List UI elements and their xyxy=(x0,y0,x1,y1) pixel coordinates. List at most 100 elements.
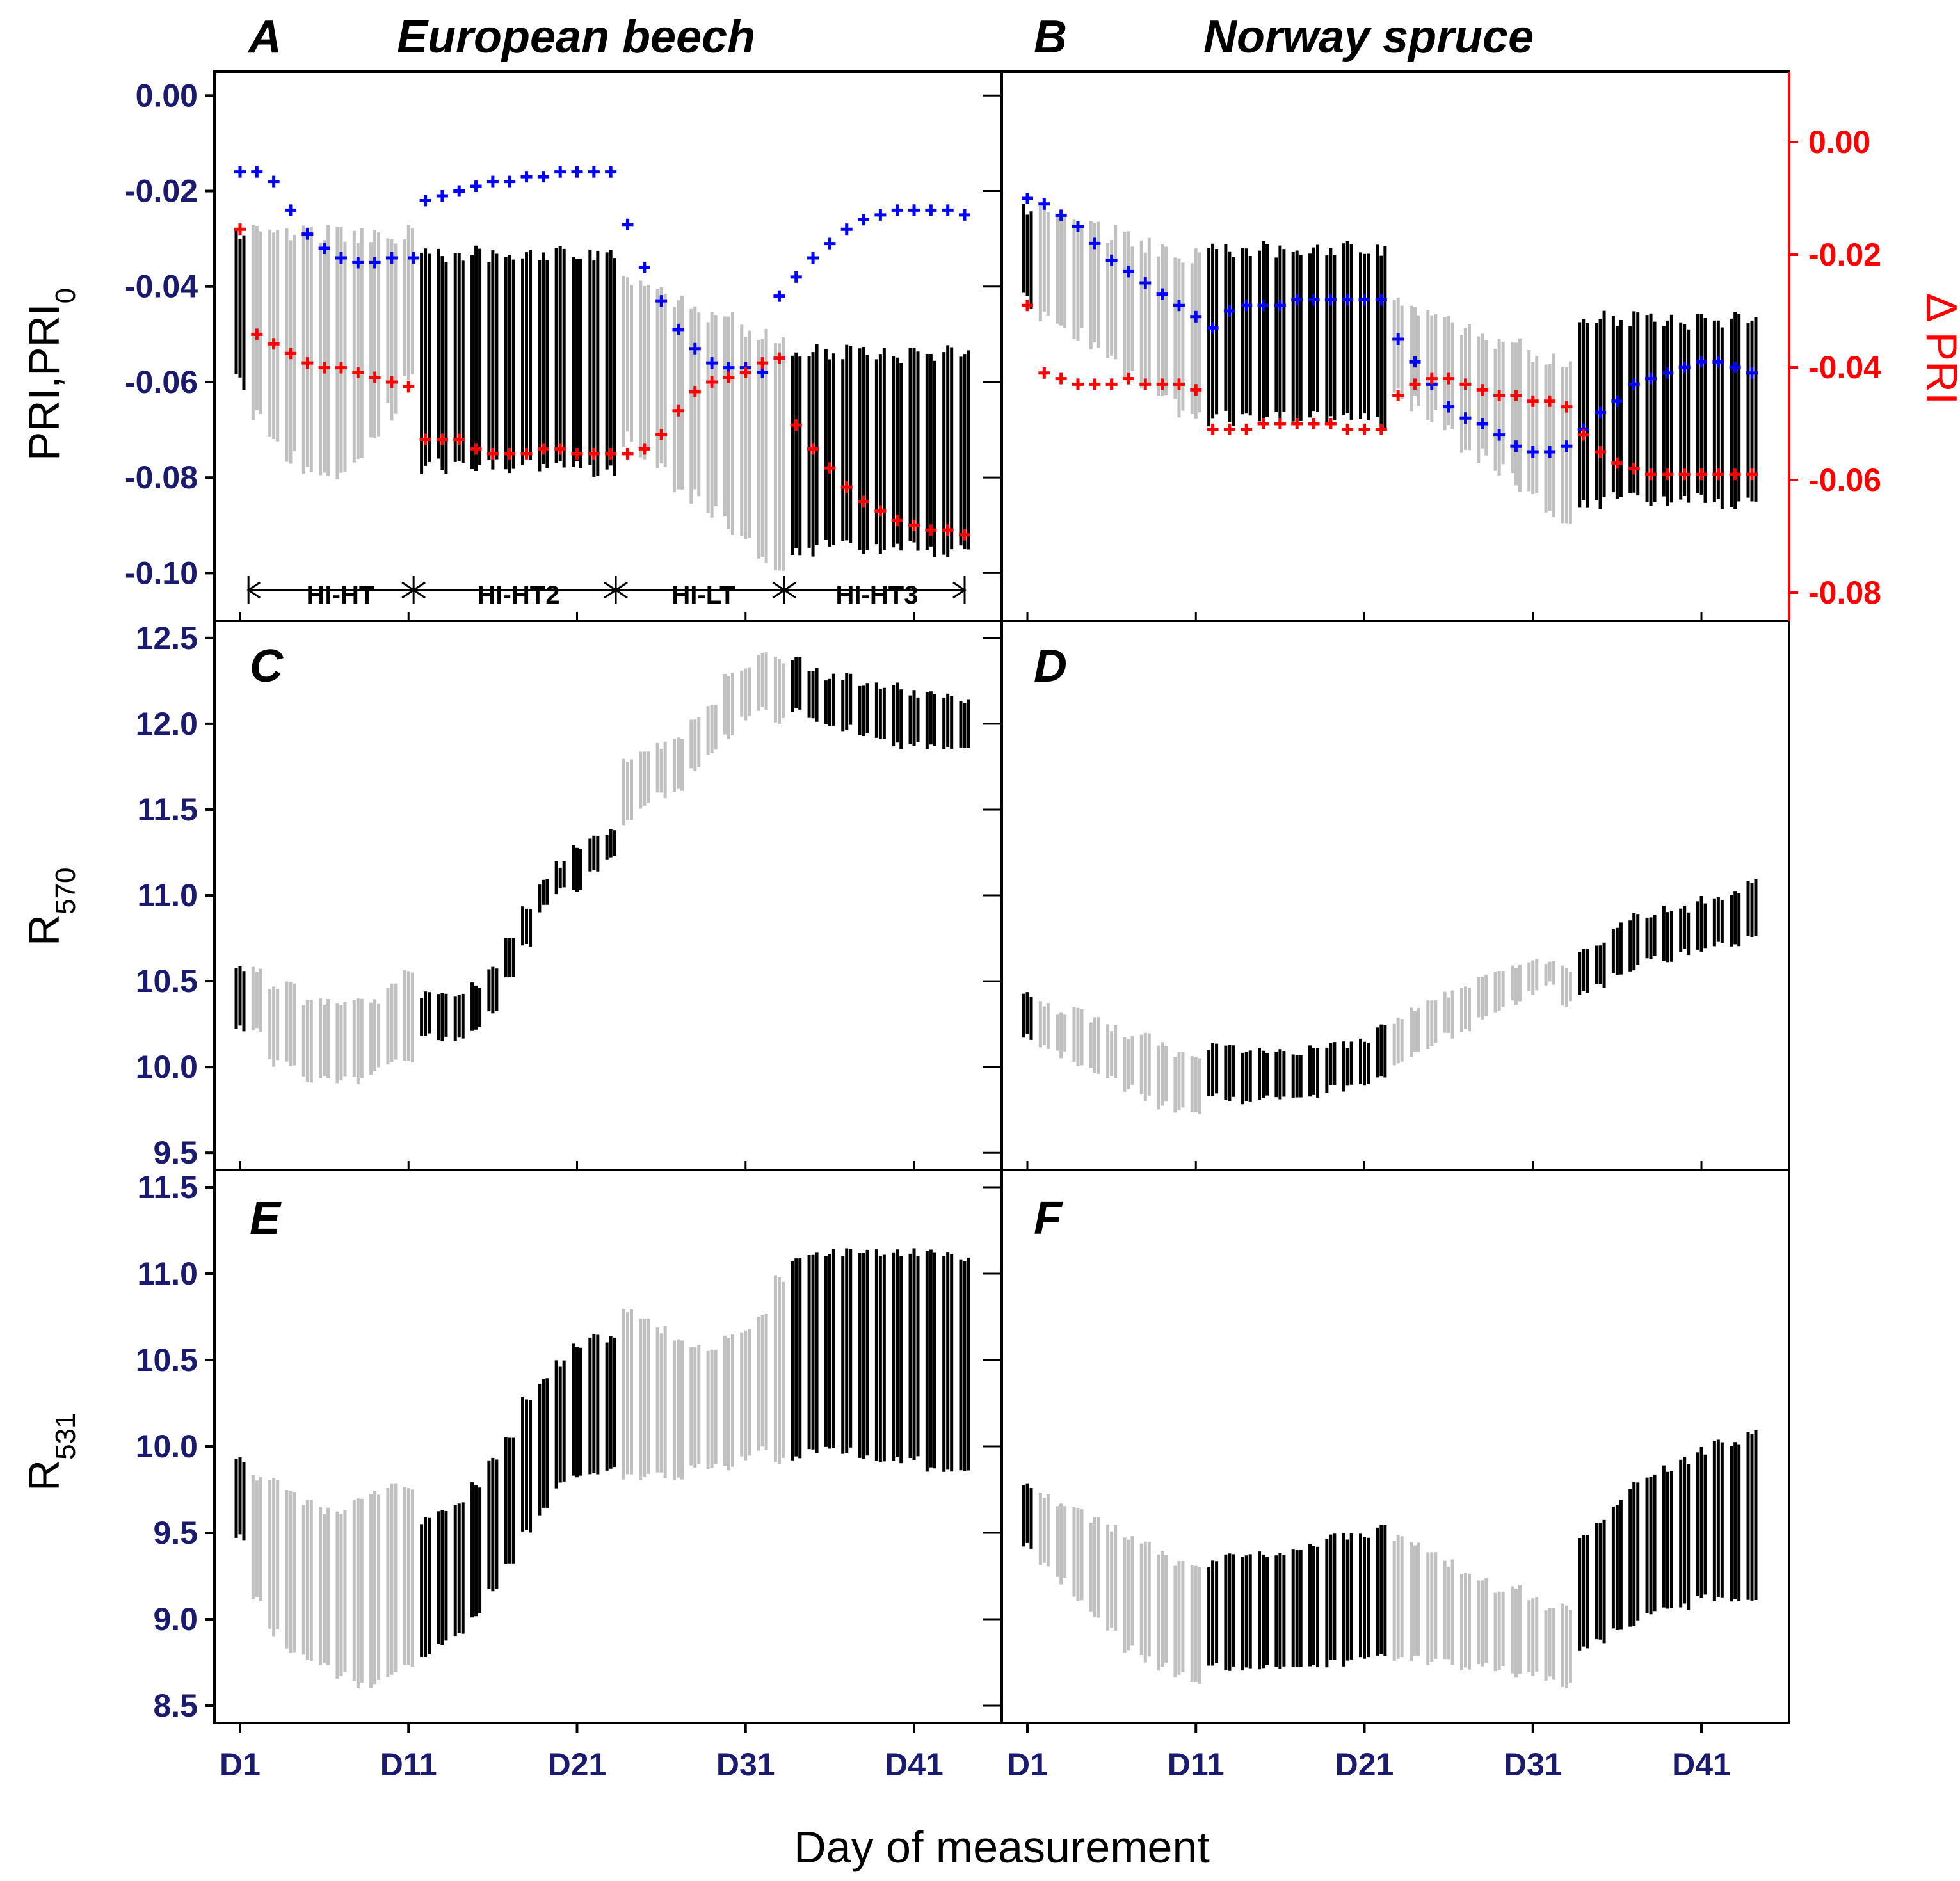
pri0-point-b xyxy=(1510,440,1522,452)
delta-pri-point-b xyxy=(1527,395,1539,407)
pri0-point-b xyxy=(1223,305,1235,317)
delta-pri-point-a xyxy=(504,447,516,460)
delta-pri-point-a xyxy=(807,443,819,455)
pri0-point-a xyxy=(284,204,296,216)
delta-pri-point-b xyxy=(1207,423,1219,435)
pri0-point-b xyxy=(1207,322,1219,334)
delta-pri-point-a xyxy=(655,429,668,441)
delta-pri-point-a xyxy=(385,376,398,388)
x-tick-label: D21 xyxy=(1335,1747,1394,1782)
delta-pri-point-a xyxy=(605,447,617,460)
x-tick-label: D1 xyxy=(220,1747,261,1782)
delta-pri-point-b xyxy=(1561,401,1573,413)
pri0-point-b xyxy=(1055,209,1067,221)
delta-pri-point-b xyxy=(1089,378,1101,390)
delta-pri-point-b xyxy=(1072,378,1084,390)
delta-pri-point-b xyxy=(1459,378,1472,390)
pri0-point-a xyxy=(655,295,668,307)
delta-pri-point-a xyxy=(840,481,853,493)
pri0-point-a xyxy=(486,175,499,188)
delta-pri-point-a xyxy=(622,447,634,460)
delta-pri-point-b xyxy=(1746,468,1758,481)
delta-pri-point-a xyxy=(723,371,735,383)
x-tick-label: D31 xyxy=(716,1747,775,1782)
y-tick-label: 12.0 xyxy=(136,706,198,742)
y-axis-label-pri-main: PRI,PRI xyxy=(20,303,68,461)
delta-pri-point-a xyxy=(757,357,769,369)
delta-pri-point-a xyxy=(301,357,314,369)
y-axis-label-pri: PRI,PRI0 xyxy=(20,288,81,461)
delta-pri-point-b xyxy=(1662,468,1674,481)
pri0-point-b xyxy=(1324,294,1337,306)
y-axis-label-r570-main: R xyxy=(20,915,68,946)
y-tick-label: 9.5 xyxy=(153,1135,198,1171)
phase-label-hi-lt: HI-LT xyxy=(671,581,735,609)
x-tick-label: D31 xyxy=(1504,1747,1562,1782)
delta-pri-point-a xyxy=(959,529,970,541)
pri0-point-b xyxy=(1729,362,1741,373)
x-axis-label: Day of measurement xyxy=(794,1822,1210,1872)
pri0-point-b xyxy=(1712,356,1724,368)
delta-pri-point-a xyxy=(638,443,650,455)
pri0-point-a xyxy=(824,237,836,250)
pri0-point-b xyxy=(1493,429,1506,441)
y-tick-label-right: -0.04 xyxy=(1808,349,1881,385)
phase-label-hi-ht2: HI-HT2 xyxy=(478,581,560,609)
y-tick-label: 11.0 xyxy=(137,1256,198,1292)
phase-label-hi-ht: HI-HT xyxy=(307,581,375,609)
delta-pri-point-b xyxy=(1139,378,1152,390)
panel-letter-c: C xyxy=(250,641,284,692)
pri0-point-b xyxy=(1342,294,1354,306)
pri0-point-a xyxy=(942,204,954,216)
delta-pri-point-a xyxy=(419,433,431,445)
pri0-point-b xyxy=(1662,367,1674,379)
delta-pri-point-b xyxy=(1493,390,1506,401)
delta-pri-point-a xyxy=(470,443,482,455)
y-tick-label-right: -0.02 xyxy=(1808,237,1881,273)
pri0-point-a xyxy=(807,252,819,264)
pri0-point-b xyxy=(1678,362,1691,373)
pri0-point-b xyxy=(1561,440,1573,452)
pri0-point-a xyxy=(537,171,549,183)
y-tick-label: 10.5 xyxy=(136,963,198,999)
pri0-point-b xyxy=(1628,378,1640,390)
delta-pri-point-a xyxy=(891,515,903,527)
delta-pri-point-b xyxy=(1308,418,1320,429)
delta-pri-point-b xyxy=(1375,423,1387,435)
pri0-point-a xyxy=(959,209,970,221)
delta-pri-point-b xyxy=(1426,372,1438,385)
pri0-point-b xyxy=(1105,254,1118,266)
delta-pri-point-a xyxy=(790,419,802,431)
y-tick-label: -0.02 xyxy=(125,173,198,209)
delta-pri-point-b xyxy=(1476,384,1488,396)
pri0-point-b xyxy=(1173,300,1185,312)
delta-pri-point-a xyxy=(318,362,330,374)
pri0-point-a xyxy=(790,271,802,283)
pri0-point-b xyxy=(1257,300,1269,312)
pri0-point-a xyxy=(251,166,263,178)
y-tick-label-right: -0.08 xyxy=(1808,575,1881,611)
pri0-point-b xyxy=(1459,412,1472,424)
panel-letter-e: E xyxy=(250,1193,282,1244)
y-tick-label: -0.04 xyxy=(125,269,198,305)
delta-pri-point-a xyxy=(268,338,280,350)
delta-pri-point-a xyxy=(588,447,600,460)
delta-pri-point-b xyxy=(1022,300,1033,312)
x-tick-label: D11 xyxy=(1168,1747,1225,1782)
pri0-point-b xyxy=(1375,294,1387,306)
pri0-point-a xyxy=(908,204,920,216)
y-tick-label: -0.08 xyxy=(125,460,198,495)
pri0-point-a xyxy=(622,218,634,230)
panel-letter-f: F xyxy=(1034,1193,1063,1244)
pri0-point-a xyxy=(672,323,684,335)
pri0-point-b xyxy=(1291,294,1303,306)
delta-pri-point-a xyxy=(739,367,751,379)
y-axis-label-r570: R570 xyxy=(20,867,81,946)
y-axis-label-r531-sub: 531 xyxy=(50,1413,81,1459)
y-tick-label: 11.5 xyxy=(137,1169,198,1205)
y-tick-label: -0.06 xyxy=(125,364,198,400)
delta-pri-point-a xyxy=(453,433,465,445)
y-axis-label-r531: R531 xyxy=(20,1413,81,1491)
pri0-point-b xyxy=(1595,406,1607,419)
